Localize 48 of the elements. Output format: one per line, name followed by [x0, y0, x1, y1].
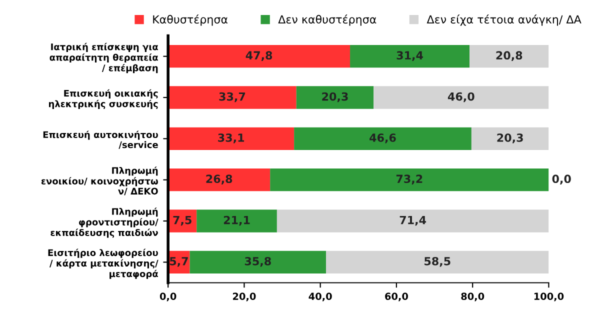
- bar: [470, 45, 549, 68]
- bar: [190, 250, 326, 274]
- y-tick-label: Πληρωμή φροντιστηρίου/ εκπαίδευσης παιδιών: [50, 208, 158, 238]
- data-label: 20,3: [322, 92, 348, 102]
- data-label: 5,7: [170, 257, 188, 267]
- bar: [471, 127, 549, 150]
- bar: [196, 210, 277, 232]
- data-label: 73,2: [396, 174, 422, 184]
- data-label: 7,5: [173, 216, 192, 226]
- data-label: 31,4: [396, 51, 423, 61]
- y-tick-label: Επισκευή αυτοκινήτου /service: [43, 130, 158, 149]
- y-tick-label: Εισιτήριο λεωφορείου / κάρτα μετακίνησης/ μεταφορά: [48, 248, 158, 279]
- bar: [270, 168, 549, 192]
- data-label: 0,0: [552, 174, 571, 184]
- x-tick-label: 100,0: [534, 292, 564, 302]
- data-label: 26,8: [206, 174, 232, 184]
- bar: [168, 86, 296, 109]
- data-label: 35,8: [244, 256, 271, 267]
- data-label: 20,3: [497, 133, 523, 144]
- x-tick-label: 60,0: [385, 292, 408, 302]
- data-label: 58,5: [424, 256, 450, 267]
- y-tick-label: Πληρωμή ενοικίου/ κοινοχρήστω ν/ ΔΕΚΟ: [41, 166, 158, 196]
- bar: [374, 86, 549, 109]
- data-label: 47,8: [246, 51, 272, 61]
- bar: [168, 45, 350, 68]
- bar: [350, 45, 470, 68]
- legend-label: Δεν είχα τέτοια ανάγκη/ ΔΑ: [426, 14, 582, 26]
- legend-label: Δεν καθυστέρησα: [278, 14, 376, 26]
- data-label: 20,8: [496, 51, 522, 61]
- x-tick-label: 0,0: [160, 292, 176, 302]
- data-label: 33,1: [218, 133, 244, 144]
- bar: [276, 210, 549, 232]
- x-tick-label: 40,0: [308, 292, 332, 302]
- x-tick-label: 80,0: [461, 292, 484, 302]
- bar: [296, 86, 374, 109]
- x-tick-label: 20,0: [232, 292, 256, 302]
- y-tick-label: Ιατρική επίσκεψη για απαραίτητη θεραπεία / επέμβαση: [50, 42, 158, 74]
- bar: [168, 127, 294, 150]
- bar: [168, 168, 270, 192]
- data-label: 46,0: [448, 92, 474, 102]
- bar: [326, 250, 549, 274]
- data-label: 46,6: [370, 133, 396, 144]
- legend-label: Καθυστέρησα: [153, 14, 228, 26]
- y-tick-label: Επισκευή οικιακής ηλεκτρικής συσκευής: [48, 89, 158, 109]
- bar: [294, 127, 472, 150]
- data-label: 71,4: [400, 216, 426, 226]
- data-label: 33,7: [219, 92, 246, 102]
- data-label: 21,1: [224, 216, 250, 226]
